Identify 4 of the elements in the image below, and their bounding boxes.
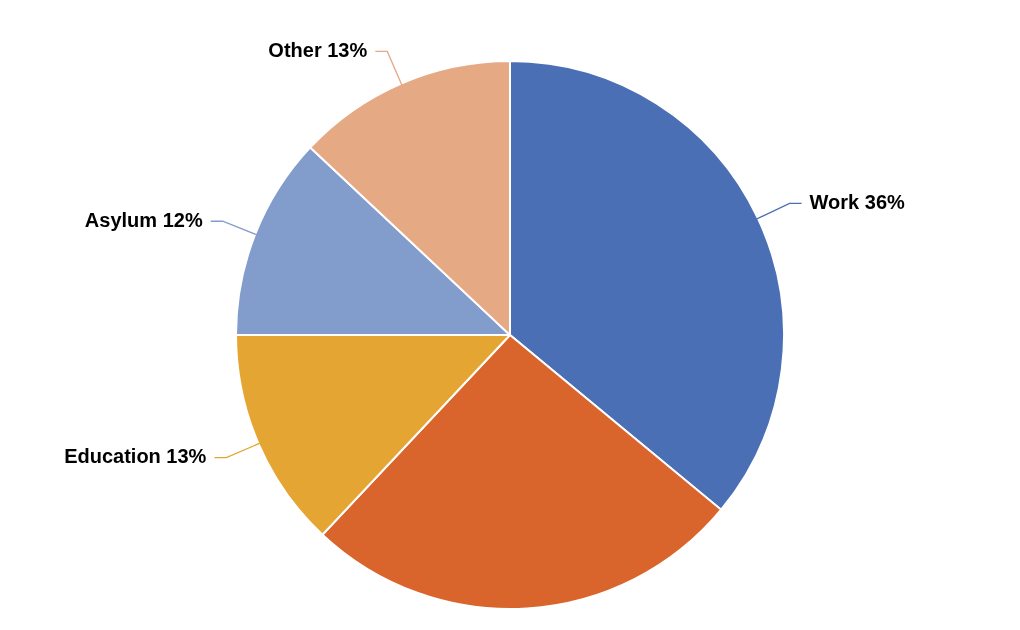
slice-label: Other 13% [268, 38, 368, 61]
slice-label: Asylum 12% [84, 208, 203, 231]
slice-label: Education 13% [64, 445, 207, 468]
slice-label: Work 36% [809, 190, 906, 213]
